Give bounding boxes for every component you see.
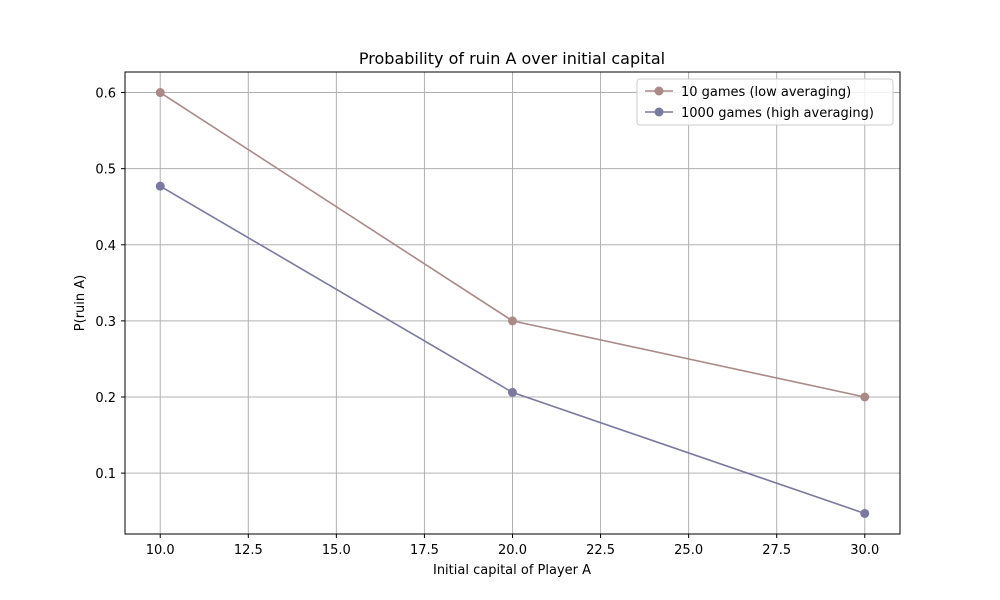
chart-title: Probability of ruin A over initial capit… <box>359 49 665 68</box>
data-point <box>155 181 165 191</box>
data-point <box>508 316 517 326</box>
data-point <box>860 392 870 402</box>
ticks: 10.0 12.5 15.0 17.5 20.0 22.5 25.0 27.5 30.0 0.1 0… <box>95 87 879 558</box>
x-tick-label: 12.5 <box>234 543 263 558</box>
x-tick-label: 15.0 <box>322 543 351 558</box>
legend-label: 10 games (low averaging) <box>681 85 851 100</box>
data-point <box>155 88 165 98</box>
x-tick-label: 22.5 <box>586 543 615 558</box>
y-tick-label: 0.2 <box>95 391 116 406</box>
data-point <box>508 387 517 397</box>
x-tick-label: 25.0 <box>674 543 703 558</box>
x-tick-label: 30.0 <box>850 543 879 558</box>
data-point <box>860 508 870 518</box>
x-tick-label: 27.5 <box>762 543 791 558</box>
y-tick-label: 0.5 <box>95 163 116 178</box>
legend-box <box>636 78 894 126</box>
x-tick-label: 17.5 <box>410 543 439 558</box>
y-tick-label: 0.1 <box>95 467 116 482</box>
legend-marker <box>654 107 664 117</box>
x-tick-label: 20.0 <box>498 543 527 558</box>
y-axis-label: P(ruin A) <box>73 275 88 331</box>
legend-marker <box>654 86 664 96</box>
series-layer <box>155 88 870 518</box>
legend: 10 games (low averaging) 1000 games (high… <box>636 78 894 126</box>
y-tick-label: 0.4 <box>95 239 116 254</box>
y-tick-label: 0.6 <box>95 87 116 102</box>
grid <box>125 72 900 534</box>
legend-label: 1000 games (high averaging) <box>681 106 874 121</box>
y-tick-label: 0.3 <box>95 315 116 330</box>
x-axis-label: Initial capital of Player A <box>433 563 591 578</box>
x-tick-label: 10.0 <box>146 543 175 558</box>
